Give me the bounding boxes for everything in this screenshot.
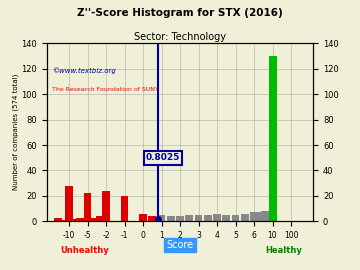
Bar [213,214,221,221]
Bar [102,191,110,221]
Bar [252,212,260,221]
Bar [269,56,277,221]
Bar [263,212,271,221]
Bar [253,214,261,221]
Bar [262,211,270,221]
Bar [269,216,277,221]
Text: Healthy: Healthy [265,247,302,255]
Bar [260,212,268,221]
Bar [84,193,91,221]
X-axis label: Score: Score [166,240,194,250]
Bar [269,211,276,221]
Bar [69,219,77,221]
Bar [241,214,249,221]
Bar [62,220,69,221]
Bar [222,215,230,221]
Bar [265,211,273,221]
Text: Unhealthy: Unhealthy [60,247,109,255]
Bar [185,215,193,221]
Bar [167,216,175,221]
Bar [58,220,66,221]
Text: ©www.textbiz.org: ©www.textbiz.org [52,68,116,75]
Bar [80,218,88,221]
Bar [139,214,147,221]
Bar [269,66,277,221]
Bar [268,211,275,221]
Bar [269,211,276,221]
Bar [176,216,184,221]
Bar [255,214,262,221]
Bar [269,211,276,221]
Bar [65,186,73,221]
Text: Sector: Technology: Sector: Technology [134,32,226,42]
Bar [266,211,274,221]
Bar [258,212,266,221]
Bar [54,218,62,221]
Bar [90,218,98,221]
Bar [250,212,258,221]
Bar [264,211,272,221]
Text: Z''-Score Histogram for STX (2016): Z''-Score Histogram for STX (2016) [77,8,283,18]
Bar [269,211,277,221]
Bar [269,211,277,221]
Bar [257,212,265,221]
Text: The Research Foundation of SUNY: The Research Foundation of SUNY [52,87,159,92]
Bar [269,211,277,221]
Bar [267,211,275,221]
Bar [251,214,259,221]
Bar [121,196,129,221]
Y-axis label: Number of companies (574 total): Number of companies (574 total) [12,74,19,191]
Bar [257,214,264,221]
Bar [204,215,212,221]
Text: 0.8025: 0.8025 [146,153,180,162]
Bar [256,212,264,221]
Bar [261,211,269,221]
Bar [259,212,267,221]
Bar [269,168,276,221]
Bar [96,216,104,221]
Bar [158,215,165,221]
Bar [254,212,262,221]
Bar [269,211,276,221]
Bar [76,218,84,221]
Bar [148,216,156,221]
Bar [72,220,80,221]
Bar [269,211,276,221]
Bar [195,215,202,221]
Bar [231,215,239,221]
